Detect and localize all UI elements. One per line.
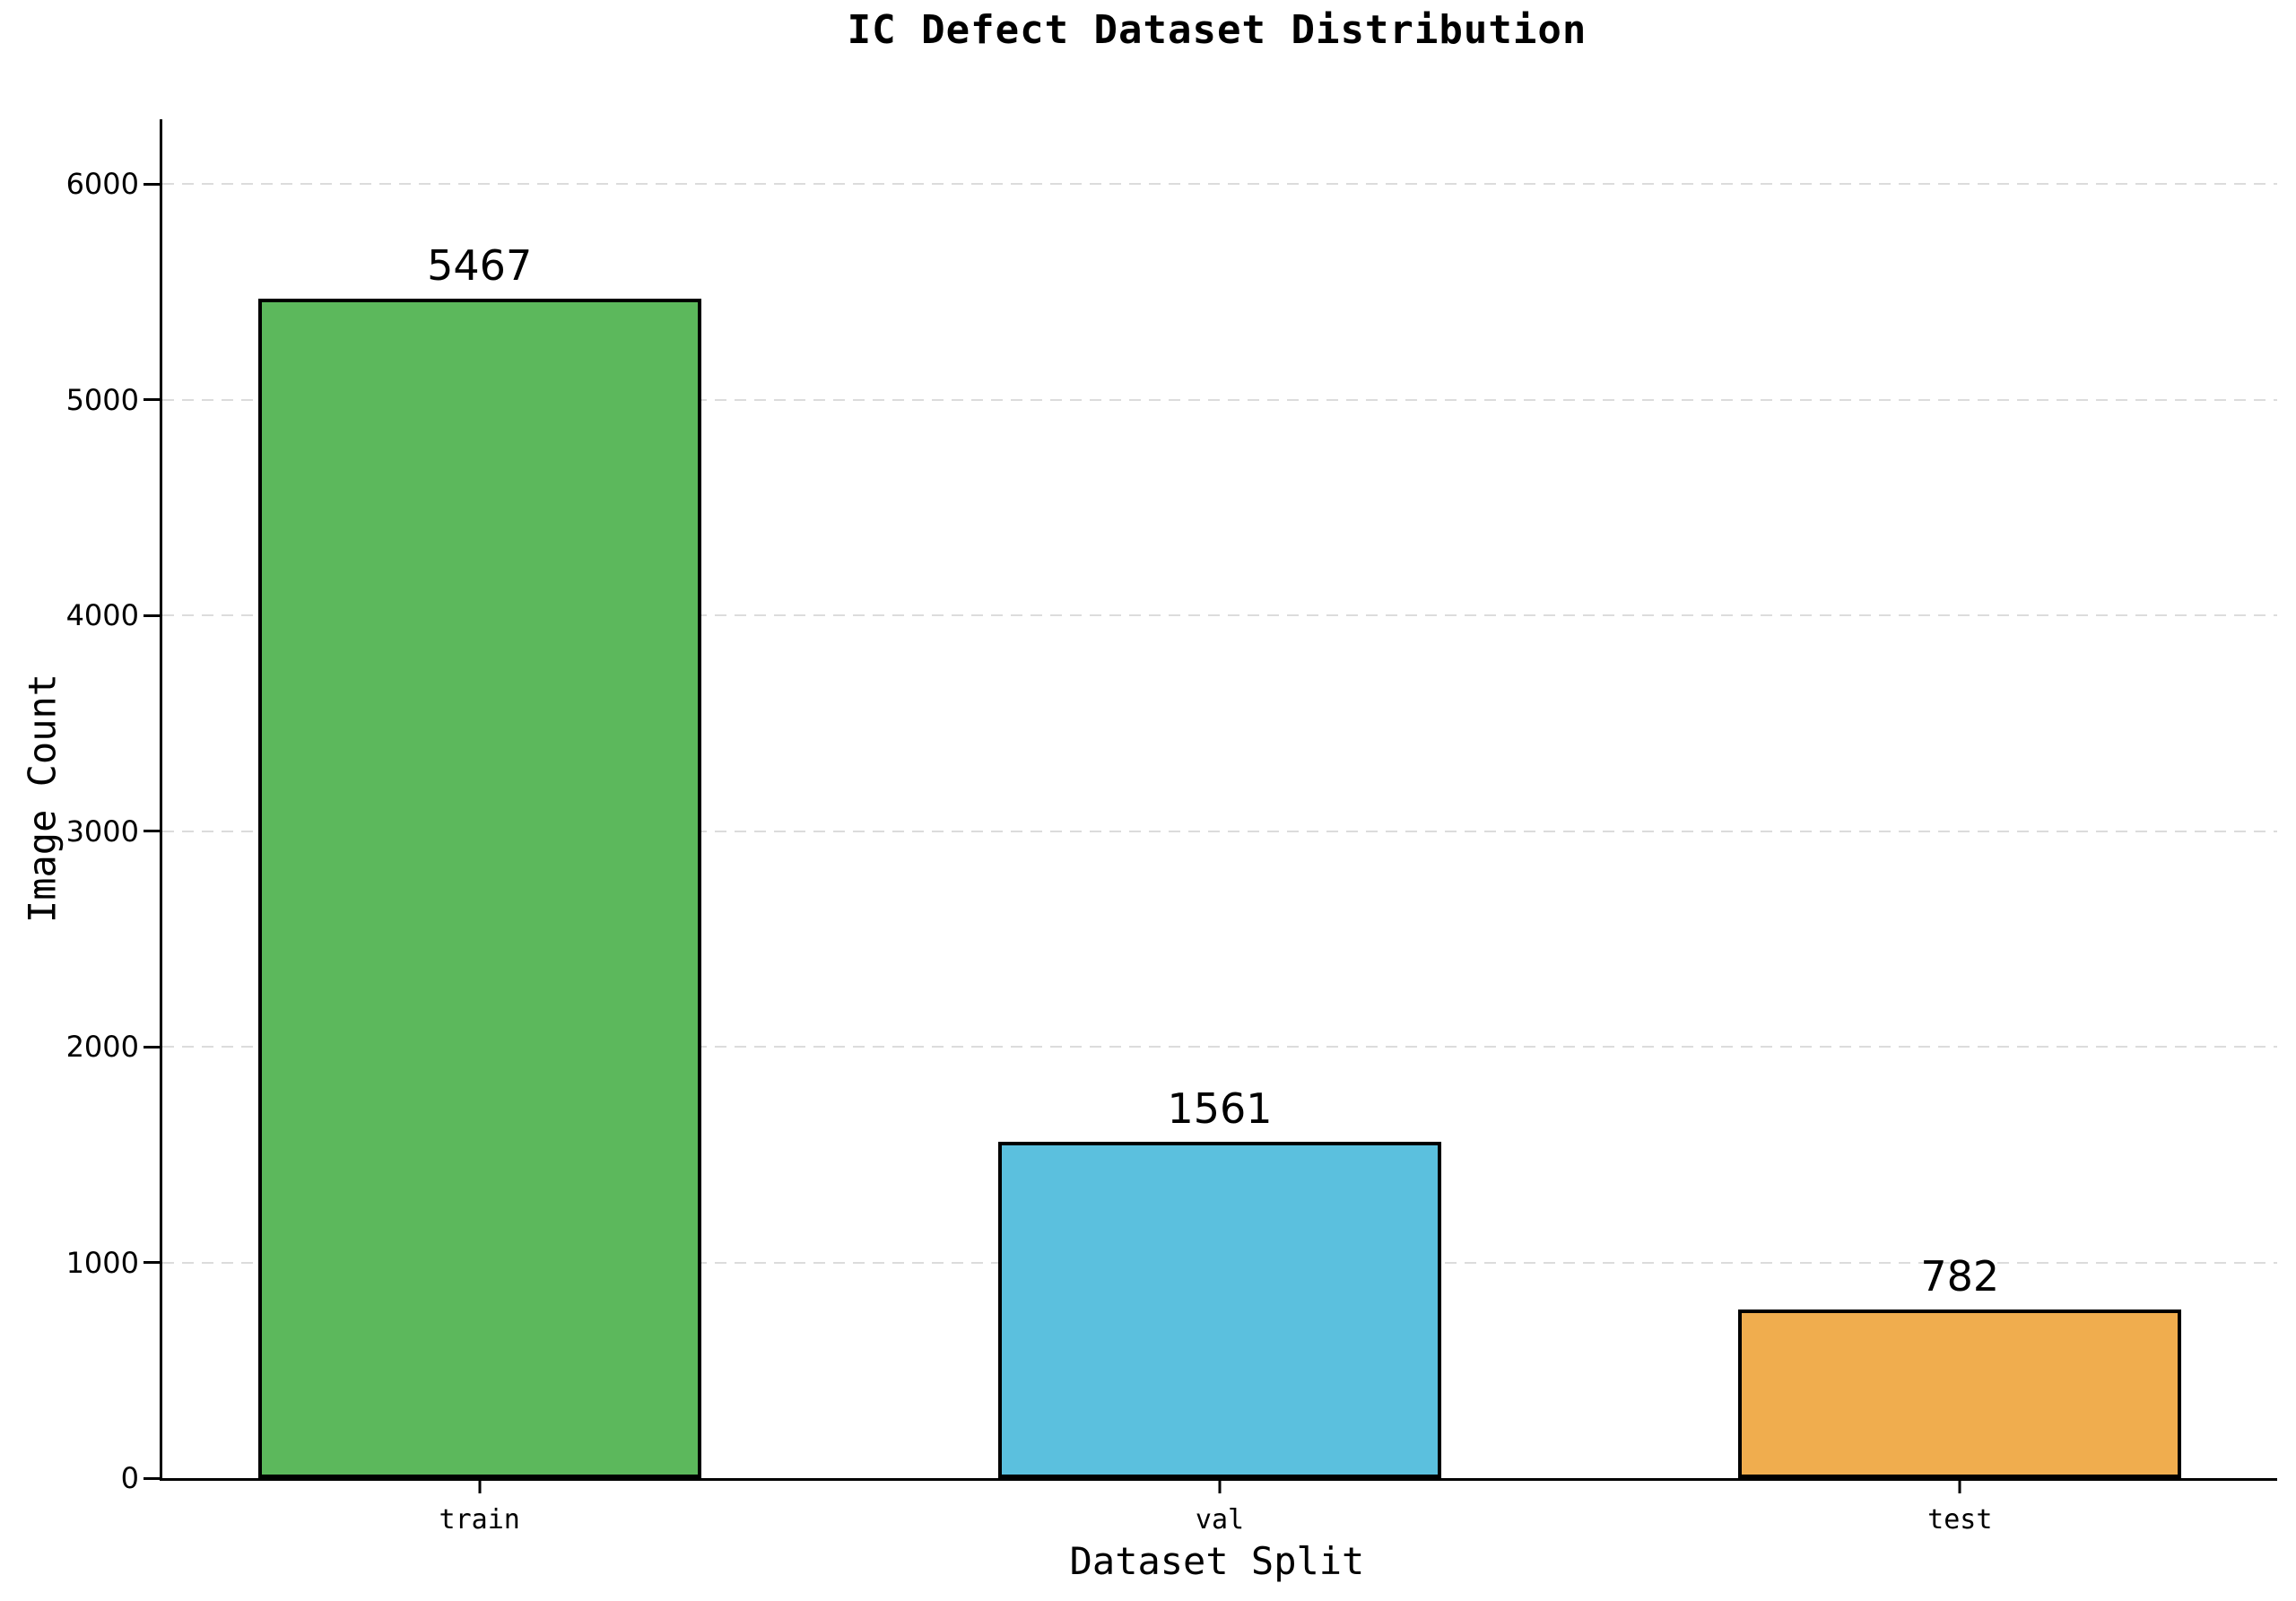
y-axis-label: Image Count (20, 673, 65, 924)
bar-train (257, 299, 701, 1478)
gridline-y-5000 (162, 398, 2277, 401)
y-tick-mark (144, 1261, 160, 1265)
y-tick-mark (144, 830, 160, 833)
y-tick-mark (144, 182, 160, 186)
x-tick-mark (478, 1481, 482, 1493)
y-tick-label: 2000 (65, 1030, 139, 1065)
y-tick-mark (144, 613, 160, 617)
y-tick-mark (144, 398, 160, 402)
gridline-y-3000 (162, 830, 2277, 832)
x-tick-mark (1218, 1481, 1222, 1493)
chart-title: IC Defect Dataset Distribution (847, 7, 1587, 53)
y-tick-label: 6000 (65, 167, 139, 202)
plot-area: 0 1000 2000 3000 4000 5000 6000 5467 train 1561 va… (66, 119, 2277, 1534)
y-tick-label: 3000 (65, 814, 139, 848)
y-tick-label: 0 (120, 1461, 139, 1495)
y-tick-mark (144, 1045, 160, 1048)
bar-value-label-val: 1561 (1167, 1083, 1273, 1133)
gridline-y-6000 (162, 183, 2277, 186)
y-tick-label: 4000 (65, 598, 139, 633)
gridline-y-4000 (162, 614, 2277, 617)
x-tick-mark (1958, 1481, 1961, 1493)
bar-test (1738, 1309, 2182, 1478)
x-tick-label-train: train (439, 1504, 520, 1536)
x-axis-label: Dataset Split (1069, 1539, 1365, 1583)
y-tick-label: 5000 (65, 382, 139, 417)
bar-value-label-train: 5467 (427, 241, 533, 291)
x-tick-label-test: test (1927, 1504, 1993, 1536)
x-tick-label-val: val (1195, 1504, 1245, 1536)
bar-value-label-test: 782 (1920, 1251, 2000, 1301)
y-tick-mark (144, 1476, 160, 1480)
y-tick-label: 1000 (65, 1245, 139, 1280)
bar-val (998, 1141, 1441, 1478)
gridline-y-2000 (162, 1046, 2277, 1048)
